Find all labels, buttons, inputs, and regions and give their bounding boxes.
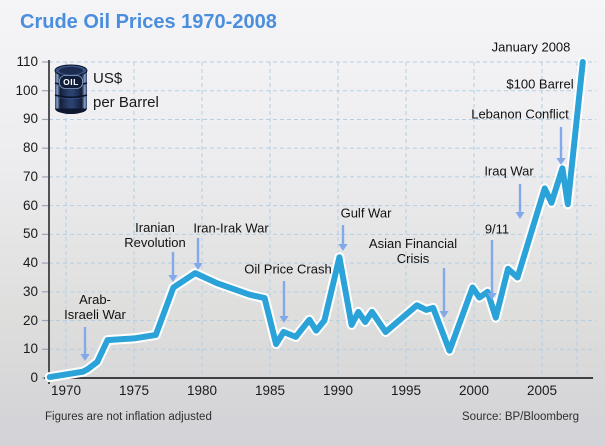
- annotation-arrow: [556, 127, 566, 165]
- annotation-arrow: [439, 268, 449, 318]
- y-tick-label: 50: [22, 226, 38, 242]
- x-tick-label: 1975: [118, 383, 150, 398]
- y-tick-label: 40: [22, 255, 38, 271]
- y-tick-label: 80: [22, 140, 38, 156]
- annotation-arrow: [193, 238, 203, 270]
- x-tick-label: 1985: [254, 383, 286, 398]
- y-tick-label: 70: [22, 168, 38, 184]
- annotation-label: January 2008: [491, 39, 571, 55]
- y-tick-label: 10: [22, 341, 38, 357]
- annotation-label: Iraq War: [484, 163, 534, 179]
- chart-title: Crude Oil Prices 1970-2008: [20, 11, 277, 33]
- annotation-label: Arab- Israeli War: [64, 292, 126, 322]
- x-tick-label: 2000: [458, 383, 490, 398]
- annotation-label: Gulf War: [340, 205, 392, 221]
- annotation-label: Oil Price Crash: [244, 261, 332, 277]
- annotation-arrow: [168, 252, 178, 282]
- annotation-label: Asian Financial Crisis: [368, 236, 458, 266]
- barrel-oil-label: OIL: [63, 77, 79, 87]
- y-tick-label: 60: [22, 197, 38, 213]
- annotation-arrow: [515, 184, 525, 219]
- annotation-arrow: [80, 327, 90, 361]
- annotation-label: Iran-Irak War: [193, 220, 269, 236]
- source-credit: Source: BP/Bloomberg: [462, 411, 579, 423]
- y-tick-label: 110: [16, 54, 38, 69]
- y-tick-label: 0: [30, 370, 38, 385]
- price-line: [46, 59, 586, 381]
- annotation-label: Lebanon Conflict: [471, 106, 569, 122]
- annotation-arrow: [487, 240, 497, 300]
- y-tick-label: 90: [22, 111, 38, 127]
- x-tick-label: 1970: [50, 383, 82, 398]
- annotation-arrow: [279, 281, 289, 323]
- annotation-label: Iranian Revolution: [124, 220, 186, 250]
- annotation-label: 9/11: [484, 221, 510, 237]
- y-tick-label: 20: [22, 312, 38, 328]
- y-tick-label: 30: [22, 283, 38, 299]
- annotation-arrow: [338, 225, 348, 251]
- x-tick-label: 1990: [322, 383, 354, 398]
- legend-unit-per-barrel: per Barrel: [93, 94, 159, 111]
- x-tick-label: 1995: [390, 383, 422, 398]
- y-tick-label: 100: [15, 82, 38, 98]
- legend-unit-currency: US$: [93, 70, 123, 87]
- x-tick-label: 1980: [186, 383, 218, 398]
- annotation-label: $100 Barrel: [506, 76, 574, 92]
- footer-note: Figures are not inflation adjusted: [45, 411, 212, 423]
- oil-barrel-icon: OIL: [54, 64, 88, 114]
- x-tick-label: 2005: [526, 383, 558, 398]
